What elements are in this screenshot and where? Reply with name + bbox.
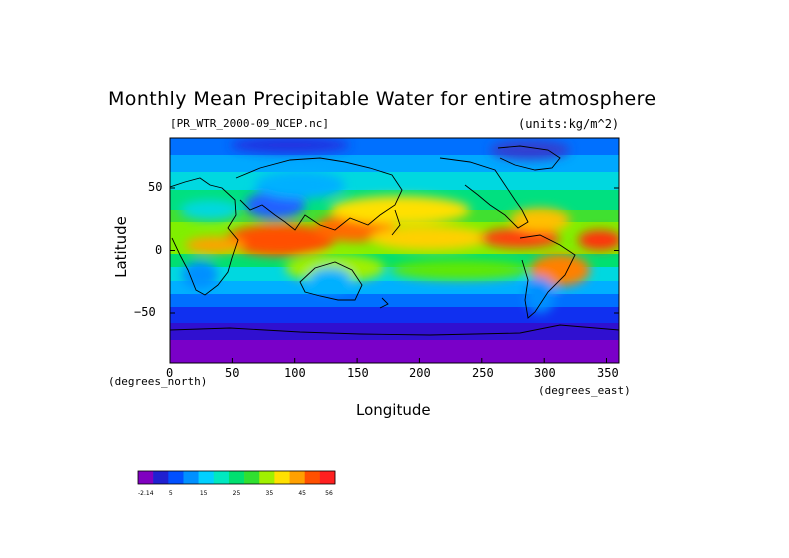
x-tick-label: 300 [534,366,556,380]
y-tick-label: 50 [148,180,163,194]
colorbar-swatch [289,471,305,484]
colorbar-frame [137,470,336,485]
x-tick-label: 0 [166,366,174,380]
latitude-axis-title: Latitude [112,216,130,278]
colorbar-label: 35 [266,490,274,497]
colorbar-label: 25 [233,490,241,497]
colorbar-swatch [259,471,275,484]
y-tick-label: 0 [155,243,163,257]
precipitable-water-field [170,138,619,363]
longitude-axis-title: Longitude [356,401,431,419]
x-tick-label: 350 [597,366,619,380]
file-label: [PR_WTR_2000-09_NCEP.nc] [170,117,329,130]
x-tick-label: 250 [472,366,494,380]
units-label: (units:kg/m^2) [518,117,620,131]
coastlines [170,145,619,336]
longitude-unit-label: (degrees_east) [538,384,631,397]
axis-ticks [169,187,619,363]
x-tick-label: 50 [225,366,240,380]
colorbar-label: 5 [169,490,173,497]
colorbar-swatch [183,471,199,484]
colorbar-swatch [244,471,260,484]
colorbar-swatch [228,471,245,484]
colorbar-swatch [274,471,290,484]
x-tick-label: 150 [347,366,369,380]
x-tick-label: 200 [409,366,431,380]
colorbar-swatch [213,471,230,484]
colorbar: -2.14 5 15 25 35 45 56 [137,470,336,497]
latitude-unit-label: (degrees_north) [108,375,208,388]
colorbar-label: 15 [200,490,208,497]
y-tick-label: −50 [134,305,156,319]
colorbar-swatch [319,471,336,484]
colorbar-swatch [198,471,215,484]
colorbar-label: 56 [325,490,333,497]
colorbar-label: 45 [298,490,306,497]
colorbar-swatch [153,471,169,484]
page-title: Monthly Mean Precipitable Water for enti… [108,88,657,110]
x-tick-label: 100 [284,366,306,380]
colorbar-swatch [304,471,321,484]
colorbar-swatch [168,471,184,484]
colorbar-label: -2.14 [138,490,154,497]
colorbar-swatch [138,471,154,484]
